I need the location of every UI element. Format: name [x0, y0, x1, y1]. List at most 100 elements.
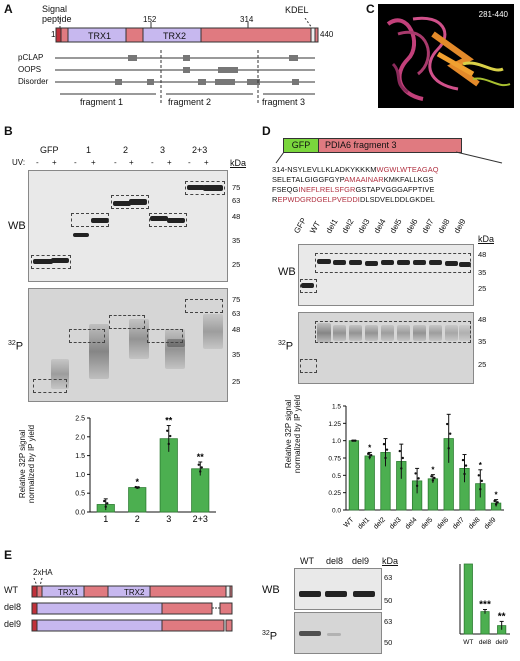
e-tag-label: 2xHA — [33, 568, 53, 577]
x-tick-label: del7 — [452, 516, 466, 530]
d-wb-kda-35: 35 — [478, 268, 487, 277]
d-wb-label: WB — [278, 266, 296, 278]
d-p32-kda-25: 25 — [478, 360, 487, 369]
fragment-1-label: fragment 1 — [80, 97, 124, 107]
sequence-segment: FSEQG — [272, 185, 299, 194]
e-blot-lane-wt: WT — [300, 556, 314, 566]
panel-a-label: A — [4, 2, 13, 16]
sequence-line: 314-NSYLEVLLKLADKYKKKMWGWLWTEAGAQ — [272, 165, 518, 175]
data-point — [103, 499, 106, 503]
d-kda-label: kDa — [478, 234, 495, 244]
data-point — [354, 439, 357, 442]
sequence-segment: GSTAPVGGGAFPTIVE — [355, 185, 435, 194]
track-oops: OOPS — [18, 65, 42, 74]
chart-b: 0.0 0.5 1.0 1.5 2.0 2.5 1 2 * 3 ** 2+3 ** — [60, 410, 220, 530]
uv-sign: - — [188, 158, 191, 167]
x-tick-label: 2+3 — [193, 514, 208, 524]
y-tick-label: 0.5 — [332, 473, 341, 480]
y-tick-label: 2.0 — [75, 434, 85, 441]
x-tick-label: del3 — [388, 516, 402, 530]
sequence-segment: NSYLEVLLKLADKYKKKM — [287, 165, 377, 174]
domain-trx2: TRX2 — [163, 31, 187, 41]
e-wb-kda-50: 50 — [384, 596, 393, 605]
uv-sign: + — [52, 158, 57, 167]
b-wb-kda-75: 75 — [232, 183, 241, 192]
d-lane-label: del4 — [372, 217, 388, 235]
sequence-segment: R — [272, 195, 278, 204]
bar — [463, 563, 473, 635]
chartE-svg: WT del8 *** del9 ** — [459, 563, 510, 646]
structure-ribbons — [386, 16, 511, 101]
x-tick-label: del2 — [373, 516, 387, 530]
position-314: 314 — [240, 15, 254, 24]
uv-sign: + — [167, 158, 172, 167]
d-lane-label: del5 — [388, 217, 404, 235]
data-point — [433, 476, 436, 480]
y-tick-label: 1.5 — [75, 453, 85, 460]
data-point — [401, 456, 404, 460]
x-tick-label: WT — [463, 639, 473, 646]
deleted-segment: AMAAINAR — [344, 175, 384, 184]
d-lane-label: del1 — [324, 217, 340, 235]
significance-mark: * — [368, 443, 372, 452]
significance-mark: *** — [479, 600, 491, 611]
chart-b-significance — [60, 410, 220, 530]
b-p32-label: 32P — [8, 340, 24, 353]
fragment-2-label: fragment 2 — [168, 97, 212, 107]
uv-sign: - — [114, 158, 117, 167]
b-wb-kda-35: 35 — [232, 236, 241, 245]
chart-d: 0.0 0.25 0.5 0.75 1.0 1.25 1.5 WT del1 * del2 del3 d… — [320, 398, 508, 536]
x-tick-label: del1 — [357, 516, 371, 530]
data-point — [137, 486, 140, 489]
data-point — [199, 470, 202, 473]
d-lane-label: del6 — [404, 217, 420, 235]
significance-mark: * — [479, 461, 483, 470]
y-tick-label: 1.5 — [332, 404, 341, 411]
b-p32-kda-63: 63 — [232, 309, 241, 318]
d-sequence: 314-NSYLEVLLKLADKYKKKMWGWLWTEAGAQ SELETAL… — [272, 165, 518, 205]
b-uv-label: UV: — [12, 158, 26, 167]
y-tick-label: 0.5 — [75, 491, 85, 498]
significance-mark: ** — [165, 416, 173, 426]
y-tick-label: 2.5 — [75, 416, 85, 423]
d-lane-label: del8 — [436, 217, 452, 235]
b-kda-label: kDa — [230, 158, 247, 168]
data-point — [400, 467, 403, 470]
uv-sign: - — [151, 158, 154, 167]
b-wb-kda-63: 63 — [232, 196, 241, 205]
bar — [348, 440, 360, 511]
position-1: 1 — [51, 30, 56, 39]
d-lane-label: del7 — [420, 217, 436, 235]
d-p32-kda-35: 35 — [478, 337, 487, 346]
y-tick-label: 0.25 — [328, 490, 341, 497]
panel-d-label: D — [262, 124, 271, 138]
e-p32-kda-50: 50 — [384, 638, 393, 647]
data-point — [447, 447, 450, 450]
d-p32-blot — [298, 312, 474, 384]
e-blot-lane-del9: del9 — [352, 556, 370, 566]
data-point — [166, 429, 169, 432]
uv-sign: + — [91, 158, 96, 167]
data-point — [493, 499, 496, 503]
panel-c-label: C — [366, 2, 375, 16]
e-kda-label: kDa — [382, 556, 399, 566]
x-tick-label: 1 — [103, 514, 108, 524]
data-point — [430, 475, 433, 478]
data-point — [477, 474, 480, 477]
significance-mark: * — [431, 466, 435, 475]
b-wb-kda-48: 48 — [232, 212, 241, 221]
y-tick-label: 0.0 — [75, 510, 85, 517]
x-tick-label: del8 — [479, 639, 492, 646]
chartB-svg: 0.0 0.5 1.0 1.5 2.0 2.5 1 2 * 3 ** 2+3 ** — [75, 416, 216, 524]
x-tick-label: del9 — [496, 639, 509, 646]
position-440: 440 — [320, 30, 334, 39]
e-construct-maps — [31, 577, 233, 632]
uv-sign: - — [74, 158, 77, 167]
deleted-segment: WGWLWTEAGAQ — [376, 165, 439, 174]
b-lane-1: 1 — [86, 145, 92, 155]
b-lane-2plus3: 2+3 — [192, 145, 208, 155]
b-lane-3: 3 — [160, 145, 166, 155]
data-point — [169, 434, 172, 438]
e-p32-blot — [294, 612, 382, 654]
significance-mark: ** — [498, 611, 506, 622]
